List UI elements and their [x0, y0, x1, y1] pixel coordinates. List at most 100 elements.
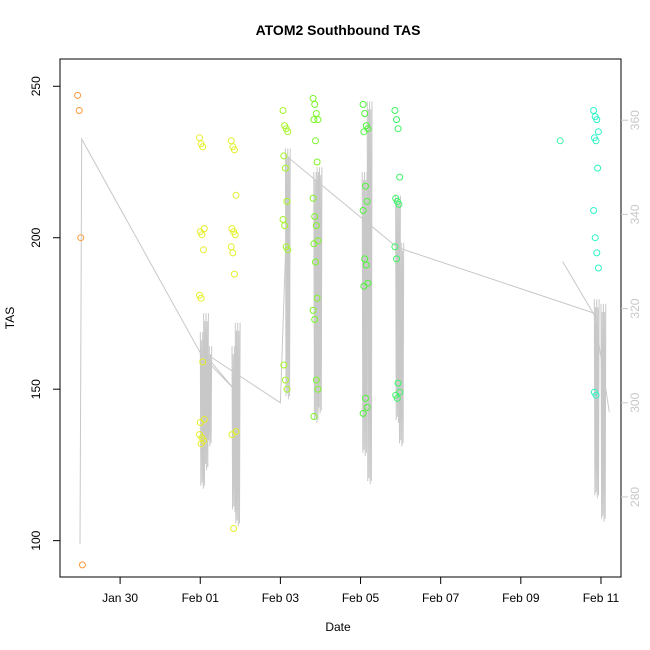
- tas-point: [359, 207, 367, 214]
- tas-point: [196, 419, 204, 426]
- right-y-tick-label: 320: [628, 298, 642, 318]
- x-tick-label: Feb 07: [422, 591, 460, 605]
- tas-point: [199, 358, 207, 366]
- tas-point: [359, 409, 367, 417]
- tas-point: [312, 137, 319, 145]
- tas-point: [279, 107, 287, 114]
- tas-point: [313, 158, 321, 166]
- altitude-spike: [361, 171, 368, 456]
- tas-point: [361, 110, 369, 117]
- y-axis: 100 150 200 250: [29, 76, 60, 551]
- tas-point: [362, 261, 370, 269]
- altitude-spike: [206, 346, 213, 447]
- tas-point: [230, 270, 238, 278]
- x-tick-label: Jan 30: [102, 591, 138, 605]
- tas-point: [395, 200, 403, 208]
- tas-point: [313, 294, 321, 302]
- tas-point: [391, 243, 399, 251]
- tas-point: [393, 116, 400, 124]
- tas-point: [283, 385, 291, 393]
- tas-point: [393, 394, 401, 402]
- tas-point: [309, 194, 317, 202]
- tas-point: [197, 294, 205, 302]
- tas-point: [314, 385, 322, 393]
- right-y-tick-label: 300: [628, 392, 642, 412]
- altitude-spike: [600, 303, 607, 522]
- tas-point: [312, 258, 319, 266]
- y-tick-label: 200: [29, 227, 43, 247]
- tas-point: [592, 391, 600, 399]
- tas-point: [363, 197, 371, 205]
- tas-point: [594, 128, 602, 136]
- tas-point: [312, 376, 320, 384]
- right-y-axis: 280 300 320 340 360: [621, 110, 642, 507]
- x-tick-label: Feb 01: [182, 591, 220, 605]
- y-tick-label: 100: [29, 530, 43, 550]
- x-tick-label: Feb 09: [502, 591, 540, 605]
- tas-point: [362, 182, 369, 190]
- tas-point: [394, 379, 402, 387]
- x-axis-label: Date: [325, 620, 351, 634]
- tas-point: [309, 306, 317, 314]
- tas-point: [314, 116, 322, 124]
- tas-point: [229, 249, 237, 257]
- tas-point: [590, 207, 598, 214]
- altitude-line: [79, 137, 610, 545]
- tas-point: [311, 213, 319, 220]
- tas-points-layer: [74, 91, 602, 569]
- tas-point: [280, 152, 288, 160]
- tas-point: [284, 128, 292, 136]
- altitude-line-segment: [562, 261, 597, 319]
- tas-point: [393, 255, 400, 263]
- tas-point: [284, 246, 292, 254]
- x-tick-label: Feb 05: [342, 591, 380, 605]
- tas-point: [281, 164, 289, 172]
- tas-point: [280, 361, 288, 369]
- x-axis: Jan 30 Feb 01 Feb 03 Feb 05 Feb 07 Feb 09 Feb …: [102, 576, 620, 605]
- tas-point: [593, 116, 601, 124]
- y-tick-label: 250: [29, 76, 43, 96]
- tas-point: [360, 128, 368, 136]
- x-tick-label: Feb 11: [583, 591, 620, 605]
- tas-point: [360, 282, 368, 290]
- tas-point: [198, 231, 206, 239]
- chart-title: ATOM2 Southbound TAS: [256, 22, 421, 38]
- tas-point: [310, 116, 318, 124]
- tas-point: [281, 222, 289, 230]
- tas-point: [362, 394, 369, 402]
- tas-point: [396, 173, 404, 181]
- tas-point: [311, 100, 319, 108]
- tas-point: [78, 561, 86, 569]
- tas-point: [231, 231, 239, 239]
- tas-point: [594, 264, 602, 272]
- tas-point: [310, 240, 318, 248]
- tas-point: [556, 137, 564, 145]
- tas-point: [594, 164, 602, 172]
- tas-point: [74, 91, 82, 99]
- tas-point: [200, 246, 207, 254]
- tas-point: [592, 137, 600, 145]
- tas-point: [232, 191, 240, 199]
- tas-point: [77, 234, 85, 242]
- tas-point: [310, 413, 318, 420]
- altitude-spike: [398, 242, 405, 447]
- tas-point: [593, 249, 601, 257]
- tas-point: [394, 125, 402, 133]
- tas-point: [199, 143, 207, 151]
- tas-point: [75, 107, 83, 114]
- altitude-spike: [593, 299, 600, 499]
- tas-point: [312, 222, 320, 230]
- tas-point: [283, 197, 291, 205]
- tas-point: [228, 431, 236, 439]
- tas-point: [363, 403, 371, 411]
- right-y-tick-label: 340: [628, 204, 642, 224]
- y-axis-label: TAS: [3, 307, 17, 329]
- x-tick-label: Feb 03: [262, 591, 300, 605]
- y-tick-label: 150: [29, 379, 43, 399]
- tas-point: [197, 440, 205, 448]
- tas-point: [196, 431, 203, 439]
- altitude-spike: [366, 101, 373, 485]
- tas-point: [391, 107, 399, 114]
- tas-point: [311, 316, 319, 323]
